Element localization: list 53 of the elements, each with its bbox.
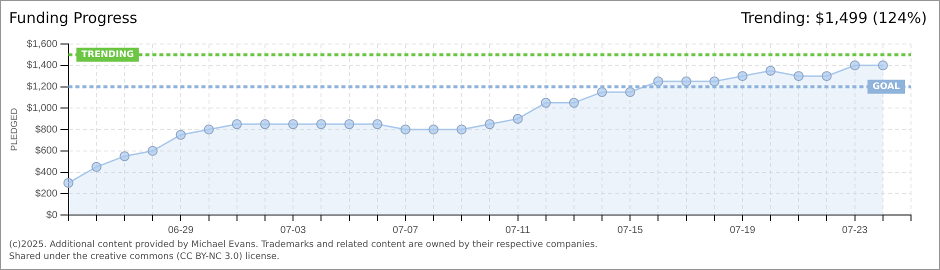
y-tick-label: $200 bbox=[35, 188, 58, 200]
point bbox=[512, 114, 523, 124]
point bbox=[372, 119, 382, 130]
point bbox=[568, 98, 579, 108]
point bbox=[878, 60, 888, 70]
y-tick-label: $0 bbox=[46, 210, 58, 221]
x-tick-label: 07-23 bbox=[842, 224, 868, 236]
point bbox=[316, 119, 326, 130]
point bbox=[822, 71, 832, 82]
y-tick-label: $800 bbox=[35, 124, 58, 136]
point bbox=[850, 60, 860, 70]
point bbox=[709, 76, 720, 86]
x-tick-label: 07-11 bbox=[505, 224, 531, 236]
point bbox=[484, 119, 495, 130]
point bbox=[176, 130, 186, 140]
text: (c)2025. Additional content provided by Michael Evans. Trademarks and related content are owned by their respective companies. bbox=[9, 239, 599, 251]
point bbox=[400, 124, 410, 134]
point bbox=[681, 76, 692, 86]
point bbox=[540, 98, 551, 108]
text: Shared under the creative commons (CC BY-NC 3.0) license. bbox=[9, 251, 281, 263]
point bbox=[766, 66, 776, 76]
chart-title: Funding Progress bbox=[9, 9, 138, 27]
point bbox=[288, 119, 298, 130]
y-axis-title: PLEDGED bbox=[8, 107, 19, 152]
x-tick-label: 07-15 bbox=[617, 224, 644, 236]
point bbox=[794, 71, 804, 82]
y-tick-label: $1,200 bbox=[26, 82, 58, 92]
x-tick-label: 07-19 bbox=[730, 224, 756, 236]
point bbox=[597, 87, 608, 98]
ref-line-label: GOAL bbox=[872, 82, 900, 92]
point bbox=[260, 119, 270, 130]
text: Trending: $1,499 (124%) bbox=[741, 9, 927, 27]
y-tick-label: $1,600 bbox=[26, 38, 58, 50]
y-tick-label: $400 bbox=[35, 167, 58, 178]
point bbox=[63, 178, 74, 188]
point bbox=[653, 76, 664, 86]
point bbox=[120, 151, 130, 162]
x-tick-label: 07-07 bbox=[392, 224, 419, 236]
point bbox=[625, 87, 636, 98]
ref-line-label: TRENDING bbox=[81, 50, 134, 60]
y-tick-label: $1,400 bbox=[26, 60, 58, 72]
point bbox=[91, 162, 102, 172]
point bbox=[232, 119, 242, 130]
point bbox=[204, 124, 214, 134]
point bbox=[428, 124, 439, 134]
x-tick-label: 06-29 bbox=[168, 224, 194, 236]
point bbox=[148, 146, 158, 156]
point bbox=[344, 119, 354, 130]
y-tick-label: $1,000 bbox=[26, 102, 58, 114]
point bbox=[456, 124, 467, 134]
x-tick-label: 07-03 bbox=[280, 224, 306, 236]
point bbox=[737, 71, 748, 82]
y-tick-label: $600 bbox=[35, 146, 58, 157]
